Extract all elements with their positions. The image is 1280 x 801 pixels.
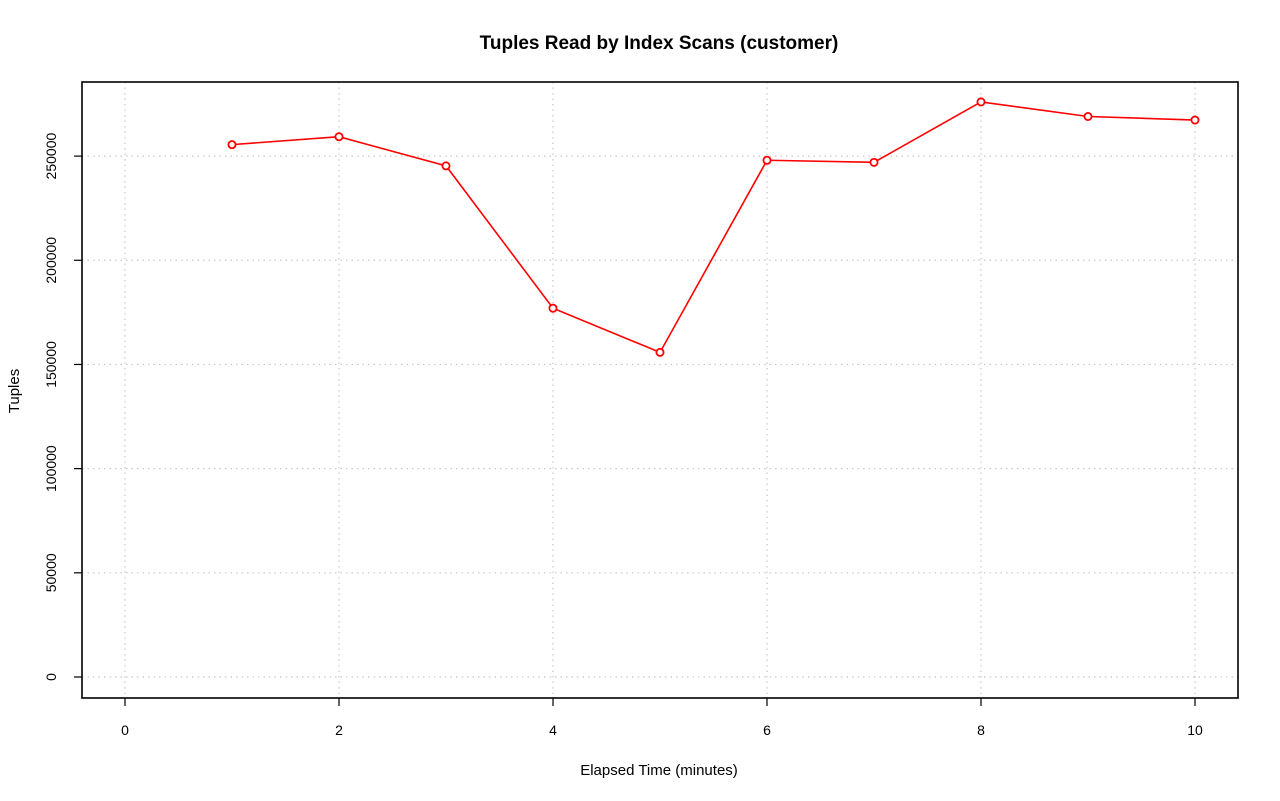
grid <box>82 82 1238 698</box>
y-tick-label: 100000 <box>43 445 59 492</box>
y-tick-label: 50000 <box>43 553 59 592</box>
data-point <box>227 140 237 150</box>
plot-frame <box>81 81 1239 699</box>
data-point <box>334 132 344 142</box>
data-point <box>1190 115 1200 125</box>
data-point <box>655 347 665 357</box>
y-tick-label: 0 <box>43 673 59 681</box>
x-axis: 0 2 4 6 8 10 <box>121 698 1203 738</box>
x-axis-label: Elapsed Time (minutes) <box>580 762 738 779</box>
x-tick-label: 4 <box>549 722 557 738</box>
data-point <box>976 97 986 107</box>
x-tick-label: 0 <box>121 722 129 738</box>
x-tick-label: 8 <box>977 722 985 738</box>
y-tick-label: 150000 <box>43 341 59 388</box>
y-tick-label: 200000 <box>43 237 59 284</box>
x-tick-label: 2 <box>335 722 343 738</box>
y-tick-label: 250000 <box>43 133 59 180</box>
data-point <box>1083 112 1093 122</box>
y-axis-label: Tuples <box>6 369 23 413</box>
x-tick-label: 6 <box>763 722 771 738</box>
y-axis: 0 50000 100000 150000 200000 250000 <box>43 133 82 681</box>
data-point <box>869 157 879 167</box>
series-line <box>231 101 1196 354</box>
data-point <box>548 303 558 313</box>
data-point <box>762 155 772 165</box>
chart-title: Tuples Read by Index Scans (customer) <box>480 33 839 54</box>
series <box>227 97 1200 357</box>
x-tick-label: 10 <box>1187 722 1203 738</box>
data-point <box>441 161 451 171</box>
